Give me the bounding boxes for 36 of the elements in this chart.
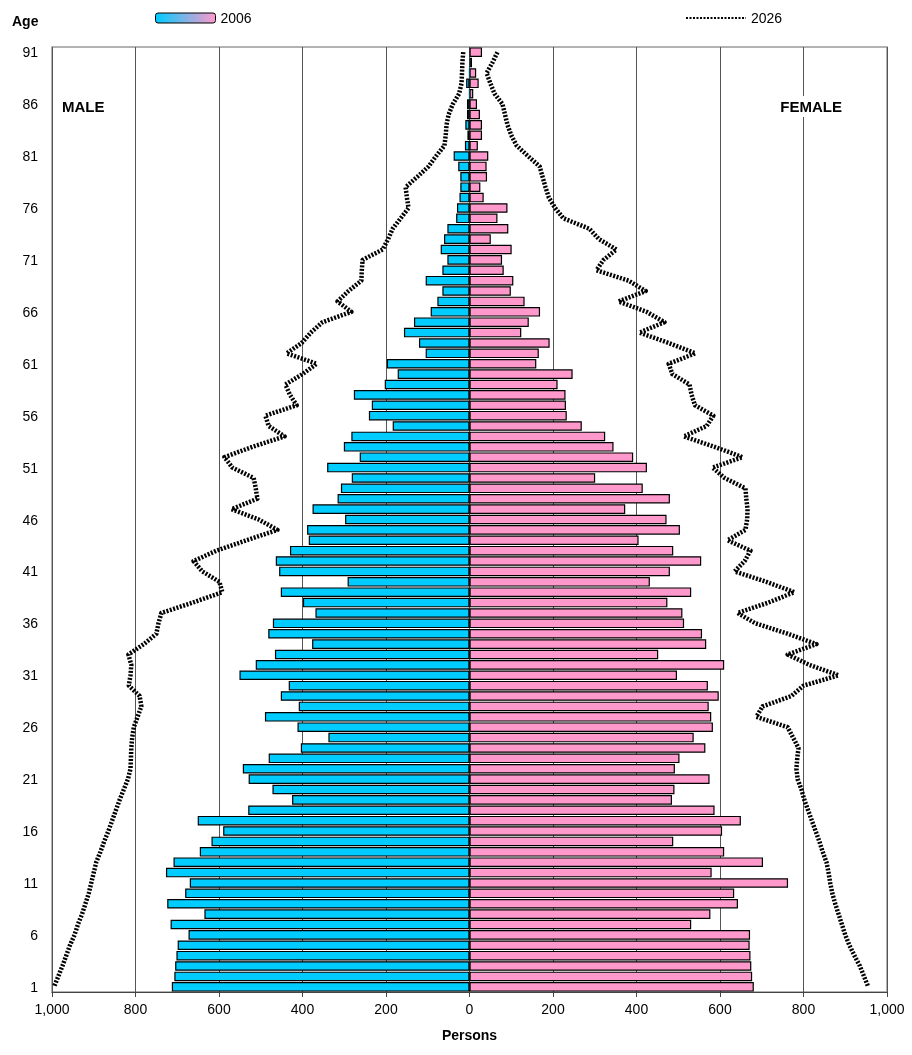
annotation: MALE bbox=[62, 98, 105, 115]
annotation: FEMALE bbox=[780, 98, 843, 115]
x-tick-label: 1,000 bbox=[34, 1001, 70, 1017]
y-tick-label: 86 bbox=[22, 96, 39, 113]
y-tick-label: 81 bbox=[22, 148, 39, 165]
y-tick-label: 66 bbox=[22, 303, 39, 320]
x-tick-label: 600 bbox=[207, 1001, 231, 1017]
x-tick-label: 400 bbox=[624, 1001, 649, 1017]
x-tick-label: 200 bbox=[541, 1001, 565, 1017]
y-tick-label: 76 bbox=[22, 199, 39, 216]
y-tick-label: 11 bbox=[23, 874, 39, 891]
y-tick-label: 56 bbox=[22, 407, 39, 424]
x-axis-title: Persons bbox=[441, 1027, 498, 1043]
x-tick-label: 0 bbox=[465, 1001, 474, 1017]
x-tick-label: 400 bbox=[290, 1001, 315, 1017]
y-tick-label: 36 bbox=[22, 615, 39, 632]
x-tick-label: 800 bbox=[791, 1001, 816, 1017]
x-tick-label: 600 bbox=[708, 1001, 732, 1017]
x-tick-label: 800 bbox=[123, 1001, 148, 1017]
y-tick-label: 51 bbox=[22, 459, 39, 476]
y-tick-label: 61 bbox=[22, 355, 39, 372]
y-tick-label: 26 bbox=[22, 719, 39, 736]
y-tick-label: 16 bbox=[22, 823, 39, 840]
legend-label: 2006 bbox=[220, 10, 252, 26]
y-tick-label: 21 bbox=[22, 771, 39, 788]
y-tick-label: 41 bbox=[22, 563, 39, 580]
y-tick-label: 91 bbox=[22, 44, 39, 61]
legend-label: 2026 bbox=[751, 10, 783, 26]
y-tick-label: 71 bbox=[22, 251, 39, 268]
y-tick-label: 6 bbox=[30, 926, 39, 943]
x-tick-label: 1,000 bbox=[869, 1001, 905, 1017]
x-tick-label: 200 bbox=[374, 1001, 398, 1017]
y-tick-label: 31 bbox=[22, 667, 39, 684]
y-axis-title: Age bbox=[12, 13, 39, 29]
y-tick-label: 1 bbox=[30, 978, 39, 995]
y-tick-label: 46 bbox=[22, 511, 39, 528]
